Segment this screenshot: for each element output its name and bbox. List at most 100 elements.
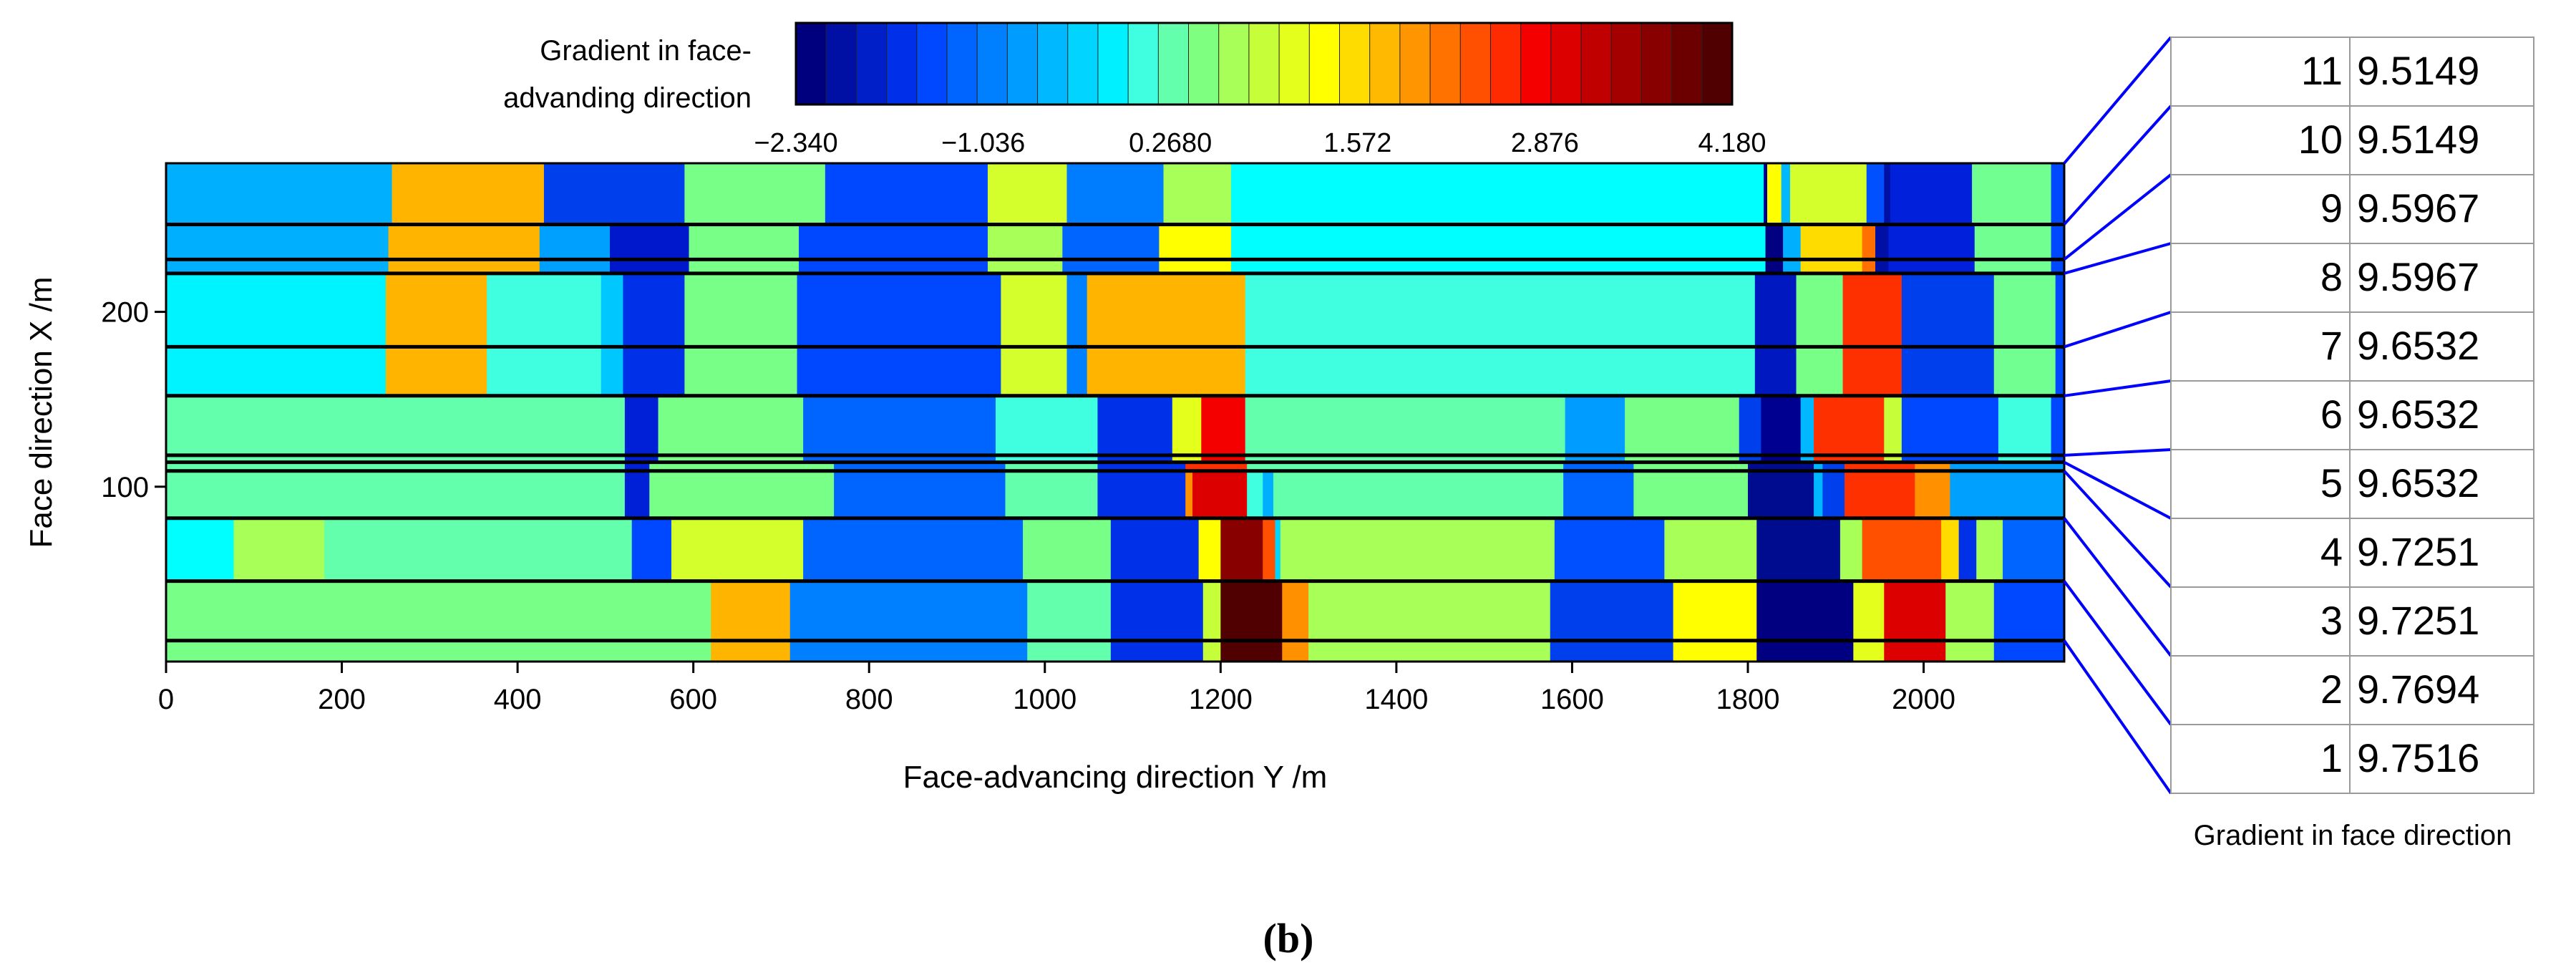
table-value-cell (2349, 105, 2534, 175)
heatmap-cell-5-5 (1097, 395, 1173, 456)
colorbar-cell-29 (1671, 22, 1703, 105)
heatmap-cell-2-14 (1875, 259, 1890, 274)
heatmap-cell-4-7 (1001, 347, 1068, 397)
colorbar-tick-label: 0.2680 (1129, 128, 1212, 158)
heatmap-cell-4-2 (487, 347, 602, 397)
heatmap-cell-10-8 (1308, 581, 1551, 642)
heatmap-cell-3-12 (1796, 273, 1844, 348)
heatmap-cell-2-17 (2051, 259, 2065, 274)
heatmap-cell-1-11 (1783, 224, 1802, 260)
heatmap-cell-2-3 (610, 259, 690, 274)
table-value-cell (2349, 174, 2534, 244)
heatmap-cell-3-13 (1842, 273, 1902, 348)
table-row-id: 8 (2320, 254, 2343, 299)
heatmap-cell-6-0 (166, 455, 626, 463)
heatmap-cell-6-16 (1901, 455, 1999, 463)
connector-line-8 (2063, 470, 2172, 589)
heatmap-cell-9-8 (1198, 518, 1221, 582)
heatmap-cell-4-9 (1087, 347, 1246, 397)
heatmap-cell-9-0 (166, 518, 235, 582)
heatmap-cell-6-2 (658, 455, 804, 463)
table-id-cell (2170, 243, 2351, 313)
colorbar-title-line1: Gradient in face- (540, 35, 752, 67)
table-id-cell (2170, 586, 2351, 657)
table-id-cell (2170, 724, 2351, 794)
heatmap-cell-9-10 (1263, 518, 1276, 582)
heatmap-cell-0-10 (1767, 163, 1782, 226)
side-table: 11 9.5149 10 9.5149 9 9.5967 8 9.5967 7 9.6532 6 9.… (2170, 37, 2534, 851)
x-axis-label: Face-advancing direction Y /m (903, 760, 1328, 795)
heatmap-cell-8-10 (1273, 470, 1564, 519)
heatmap-cell-10-12 (1853, 581, 1885, 642)
heatmap-cell-10-7 (1282, 581, 1309, 642)
connector-line-7 (2064, 460, 2172, 520)
y-axis-label: Face direction X /m (24, 276, 59, 548)
heatmap-cell-7-0 (166, 462, 626, 472)
colorbar-cell-23 (1489, 22, 1522, 105)
x-tick-label: 200 (318, 684, 366, 715)
heatmap-cell-9-18 (1941, 518, 1960, 582)
heatmap-cell-6-7 (1201, 455, 1246, 463)
heatmap-cell-4-3 (601, 347, 624, 397)
heatmap-cell-3-14 (1901, 273, 1995, 348)
heatmap-cell-4-5 (684, 347, 798, 397)
x-tick-label: 1000 (1013, 684, 1076, 715)
heatmap-cell-5-14 (1814, 395, 1885, 456)
heatmap-cell-10-9 (1550, 581, 1674, 642)
table-row-id: 10 (2298, 117, 2343, 162)
heatmap-cell-8-1 (624, 470, 650, 519)
colorbar-cell-20 (1399, 22, 1432, 105)
heatmap-cell-1-12 (1800, 224, 1863, 260)
heatmap-cell-1-17 (2051, 224, 2065, 260)
colorbar-cell-18 (1338, 22, 1371, 105)
table-row-id: 7 (2320, 323, 2343, 368)
colorbar-cell-15 (1248, 22, 1280, 105)
heatmap-cell-9-20 (1976, 518, 2003, 582)
heatmap-cell-0-13 (1866, 163, 1885, 226)
heatmap-cell-6-4 (996, 455, 1099, 463)
colorbar-cell-8 (1037, 22, 1069, 105)
heatmap-cell-0-7 (1163, 163, 1232, 226)
heatmap-cell-7-10 (1748, 462, 1814, 472)
heatmap-cell-0-3 (684, 163, 826, 226)
colorbar-cell-7 (1006, 22, 1039, 105)
connector-line-11 (2063, 639, 2172, 795)
heatmap-cell-3-7 (1001, 273, 1068, 348)
heatmap-cell-5-3 (803, 395, 996, 456)
heatmap-cell-4-1 (385, 347, 487, 397)
colorbar-cell-0 (795, 22, 827, 105)
table-id-cell (2170, 449, 2351, 519)
heatmap-cell-8-0 (166, 470, 626, 519)
heatmap-cell-3-3 (601, 273, 624, 348)
heatmap-cell-6-9 (1565, 455, 1625, 463)
connector-line-5 (2064, 379, 2172, 397)
heatmap-cell-11-10 (1673, 640, 1757, 662)
heatmap-cell-1-10 (1765, 224, 1784, 260)
connector-line-1 (2063, 105, 2172, 226)
heatmap-cell-4-0 (166, 347, 387, 397)
table-row-id: 5 (2320, 460, 2343, 505)
heatmap-cell-4-11 (1754, 347, 1797, 397)
heatmap-cell-10-11 (1756, 581, 1854, 642)
heatmap-cell-6-3 (803, 455, 996, 463)
heatmap-cell-1-3 (610, 224, 690, 260)
heatmap-cell-2-12 (1800, 259, 1863, 274)
colorbar-cell-17 (1308, 22, 1341, 105)
table-row-id: 6 (2320, 392, 2343, 437)
heatmap-cell-0-12 (1789, 163, 1867, 226)
heatmap-cell-6-17 (1998, 455, 2052, 463)
heatmap-cell-11-1 (711, 640, 791, 662)
table-value-cell (2349, 586, 2534, 657)
heatmap-cell-11-4 (1110, 640, 1204, 662)
heatmap-cell-0-9 (1764, 163, 1768, 226)
heatmap-cell-5-15 (1884, 395, 1902, 456)
heatmap-cell-2-15 (1888, 259, 1975, 274)
colorbar-tick-label: 1.572 (1323, 128, 1391, 158)
table-value-cell (2349, 449, 2534, 519)
table-row-id: 9 (2320, 185, 2343, 231)
heatmap-cell-0-5 (987, 163, 1068, 226)
heatmap-cell-2-7 (1062, 259, 1160, 274)
heatmap-cell-0-6 (1066, 163, 1165, 226)
table-row-id: 11 (2301, 48, 2343, 93)
table-row-id: 1 (2320, 735, 2343, 780)
